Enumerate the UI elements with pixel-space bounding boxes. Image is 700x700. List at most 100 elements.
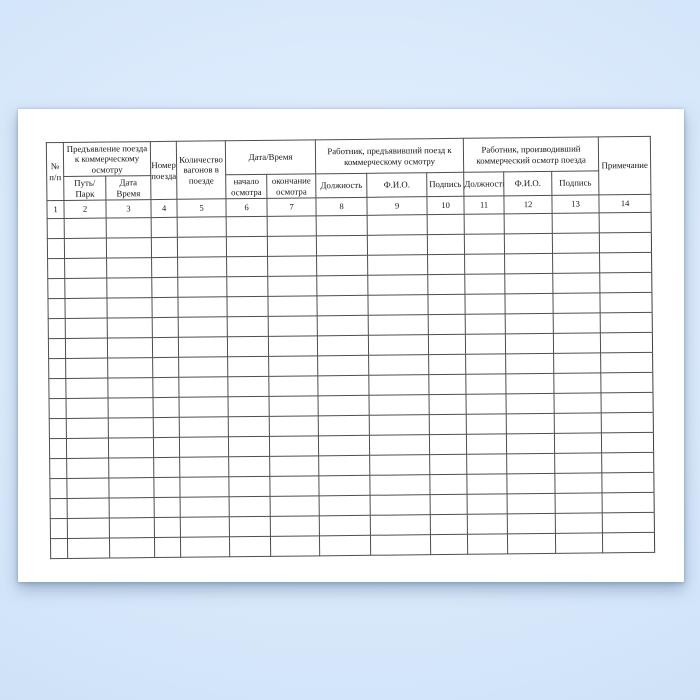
empty-cell [152,337,179,358]
empty-cell [267,255,317,277]
column-number-cell: 10 [426,196,465,215]
empty-cell [552,212,600,234]
empty-cell [430,514,468,535]
empty-cell [428,314,466,335]
empty-cell [227,376,270,397]
empty-cell [465,353,506,375]
empty-cell [227,356,269,377]
empty-cell [49,418,67,439]
empty-cell [507,533,556,554]
empty-cell [153,397,180,418]
empty-cell [179,416,229,438]
empty-cell [270,535,320,557]
empty-cell [67,518,110,539]
empty-cell [466,453,507,475]
empty-cell [464,213,505,235]
header-cell-datetime-group: Дата/Время [225,139,316,175]
empty-cell [269,475,320,497]
empty-cell [427,294,466,315]
empty-cell [317,355,369,376]
empty-cell [318,415,370,436]
empty-cell [106,277,152,299]
empty-cell [318,455,370,476]
empty-cell [177,216,227,238]
column-number-cell: 9 [366,196,428,216]
empty-cell [178,316,228,338]
empty-cell [506,453,555,474]
empty-cell [227,316,269,337]
empty-cell [555,512,603,534]
empty-cell [554,412,602,434]
empty-cell [368,314,429,336]
empty-cell [318,475,371,496]
empty-cell [554,452,602,474]
empty-cell [601,432,654,453]
empty-cell [505,313,554,334]
empty-cell [316,215,368,236]
empty-cell [601,412,654,433]
empty-cell [599,212,652,233]
subheader-cell-inspection-start: начало осмотра [225,174,267,199]
empty-cell [507,513,556,534]
column-number-cell: 3 [105,199,152,219]
empty-cell [464,293,506,315]
empty-cell [64,258,107,279]
empty-cell [599,252,652,273]
empty-cell [47,218,65,239]
empty-cell [504,253,553,274]
empty-cell [317,335,369,356]
empty-cell [154,517,181,538]
empty-cell [368,374,430,396]
empty-cell [47,258,65,279]
empty-cell [600,332,653,353]
empty-cell [505,333,554,354]
empty-cell [430,494,468,515]
empty-cell [151,277,178,298]
empty-cell [369,454,430,476]
empty-cell [108,417,154,439]
empty-cell [153,457,180,478]
empty-cell [506,473,556,494]
empty-cell [108,397,154,419]
empty-cell [106,217,152,239]
empty-cell [369,474,431,496]
empty-cell [65,378,109,399]
empty-cell [600,312,653,333]
subheader-cell-date-time: Дата Время [105,175,151,201]
empty-cell [317,375,370,396]
paper-sheet: № п/п Предъявление поезда к коммерческом… [18,109,684,582]
empty-cell [599,272,653,293]
empty-cell [464,233,505,255]
commercial-inspection-register-table: № п/п Предъявление поезда к коммерческом… [45,135,656,560]
empty-cell [178,356,228,378]
subheader-cell-inspector-position: Должность [463,171,504,197]
subheader-cell-inspector-name: Ф.И.О. [503,171,552,196]
empty-cell [267,295,318,317]
empty-cell [50,538,68,559]
empty-cell [367,294,429,316]
empty-cell [152,317,179,338]
empty-cell [66,438,109,459]
empty-cell [465,313,506,335]
column-number-cell: 6 [225,198,268,217]
header-cell-row-number: № п/п [46,142,64,201]
empty-cell [429,434,467,455]
empty-cell [108,477,155,499]
empty-cell [179,396,229,418]
empty-cell [64,298,108,319]
empty-cell [269,455,319,477]
empty-cell [464,253,505,275]
empty-cell [106,257,152,279]
empty-cell [268,315,318,337]
empty-cell [427,214,465,235]
empty-cell [504,273,553,294]
empty-cell [318,435,370,456]
empty-cell [151,217,178,238]
empty-cell [316,235,368,256]
header-cell-note: Примечание [598,136,651,195]
empty-cell [177,256,227,278]
empty-cell [108,457,154,479]
empty-cell [427,254,465,275]
empty-cell [319,515,371,536]
empty-cell [368,354,429,376]
